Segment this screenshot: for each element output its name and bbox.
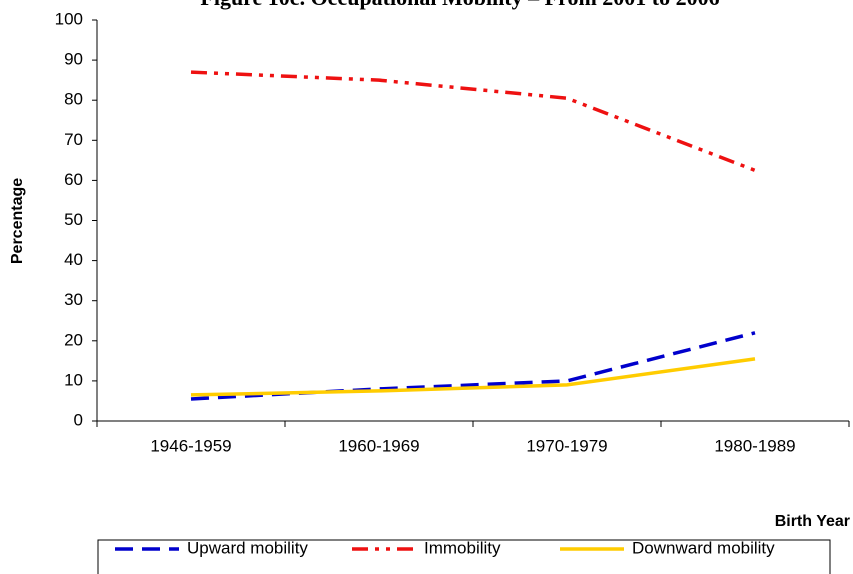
y-tick-label: 70	[64, 130, 83, 149]
series-line	[190, 357, 756, 397]
legend-box	[97, 539, 831, 574]
series-line	[190, 70, 756, 173]
y-tick-label: 60	[64, 170, 83, 189]
legend-label: Upward mobility	[187, 538, 308, 557]
y-tick-label: 40	[64, 250, 83, 269]
x-axis-label: Birth Year	[775, 513, 850, 530]
y-tick-label: 30	[64, 290, 83, 309]
x-tick-label: 1970-1979	[526, 436, 607, 455]
y-tick-label: 90	[64, 50, 83, 69]
legend-label: Downward mobility	[632, 538, 775, 557]
chart-title: Figure 10c. Occupational Mobility – From…	[200, 0, 719, 10]
y-tick-label: 80	[64, 90, 83, 109]
y-axis-label: Percentage	[9, 178, 26, 264]
y-tick-label: 50	[64, 210, 83, 229]
y-tick-label: 20	[64, 330, 83, 349]
y-tick-label: 0	[74, 410, 83, 429]
x-tick-label: 1980-1989	[714, 436, 795, 455]
y-tick-label: 100	[55, 9, 83, 28]
legend-label: Immobility	[424, 538, 501, 557]
x-tick-label: 1960-1969	[338, 436, 419, 455]
y-tick-label: 10	[64, 370, 83, 389]
x-tick-label: 1946-1959	[150, 436, 231, 455]
